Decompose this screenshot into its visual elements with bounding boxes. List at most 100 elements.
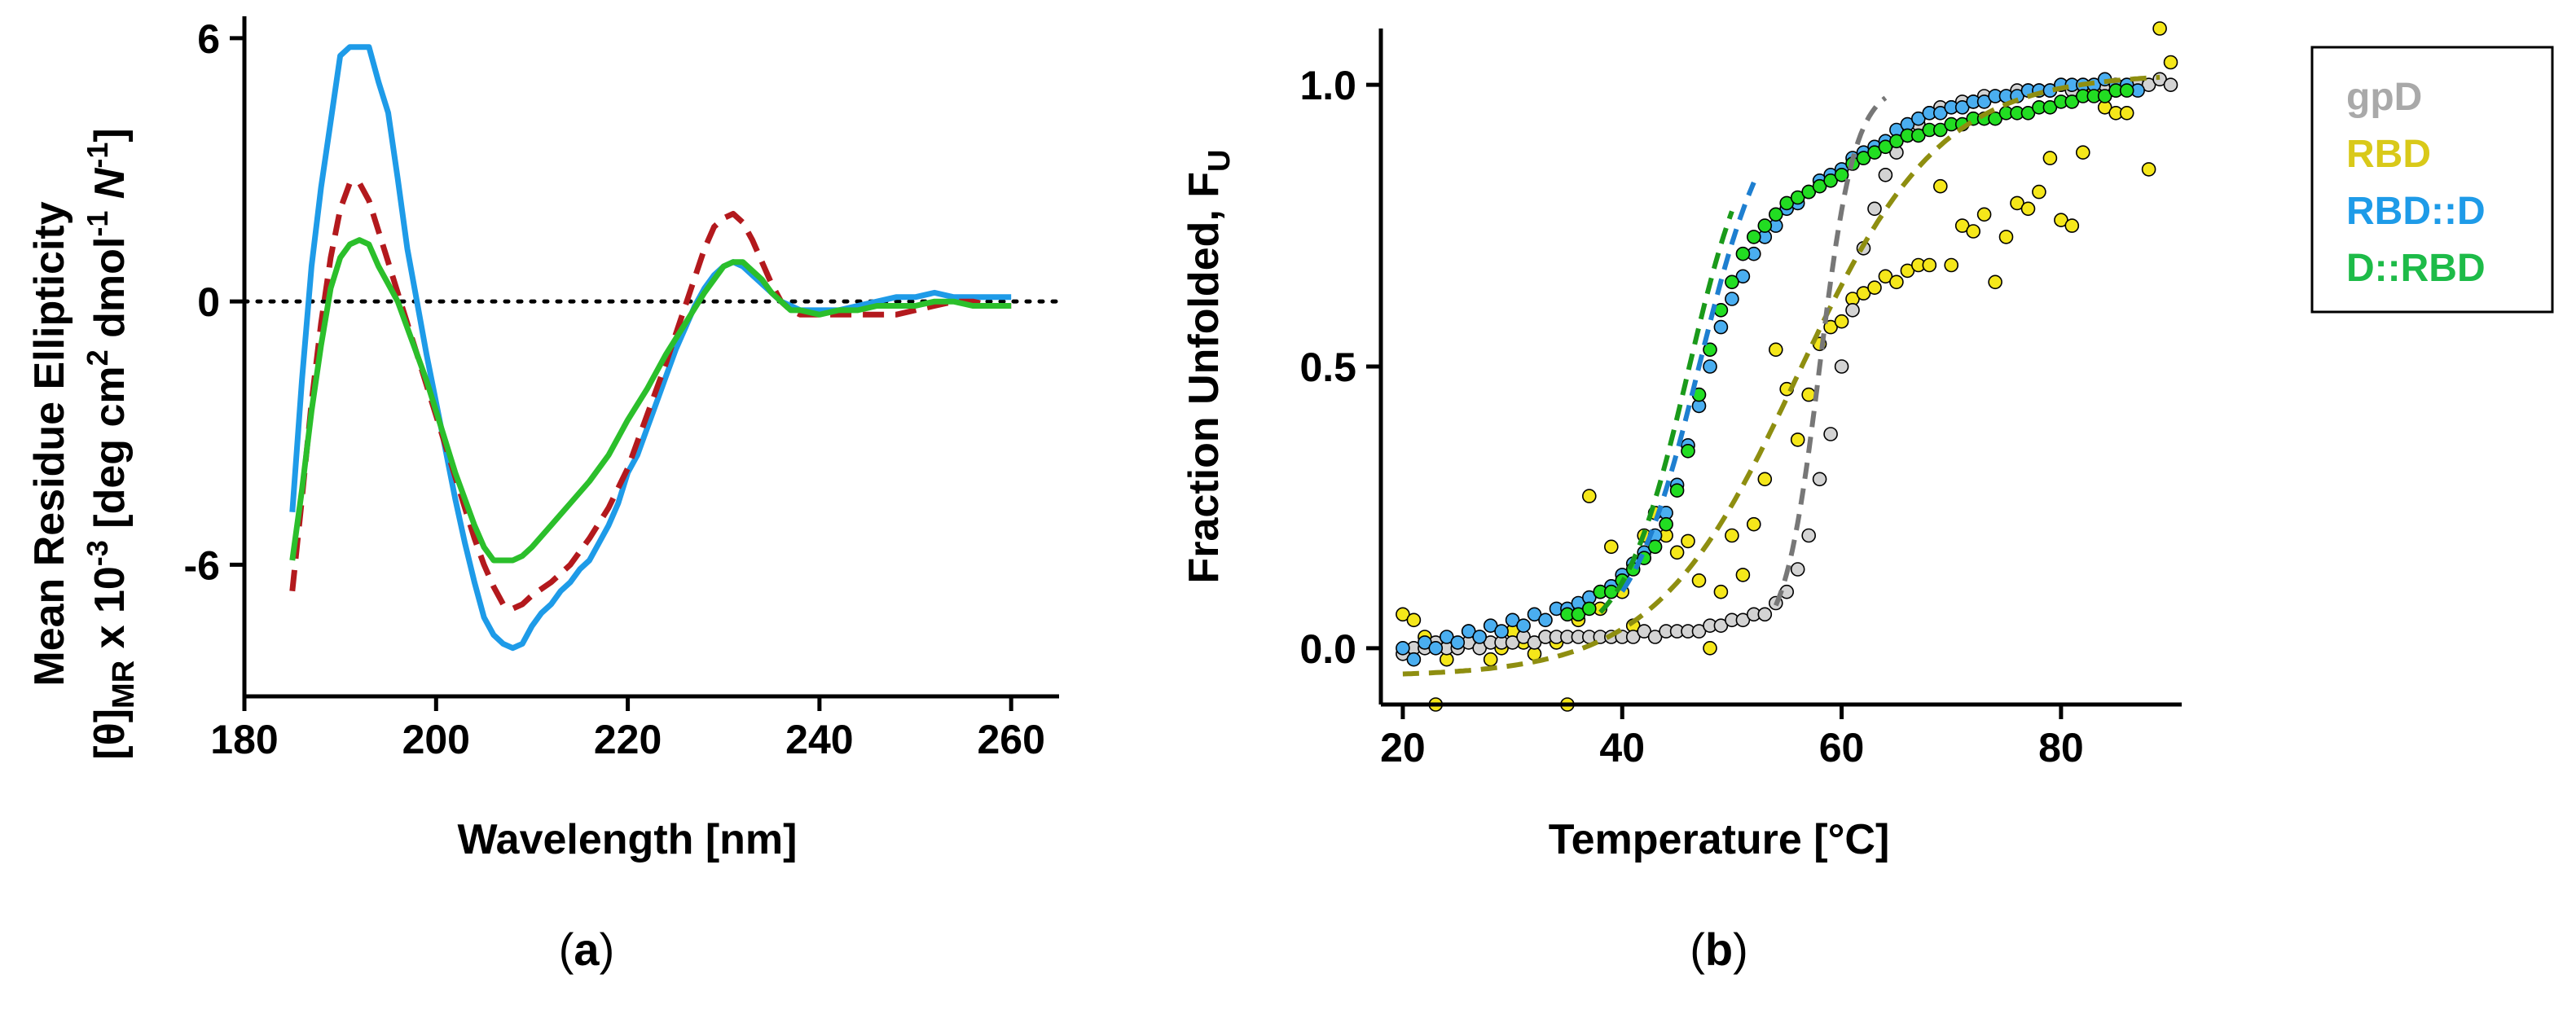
data-point xyxy=(2032,184,2046,200)
data-point xyxy=(1823,173,1838,188)
exponent-2: 2 xyxy=(81,349,114,366)
data-point xyxy=(1582,489,1597,503)
data-point xyxy=(1834,359,1849,374)
panel-b-x-tick-label: 20 xyxy=(1380,725,1426,770)
data-point xyxy=(1735,246,1751,261)
data-point xyxy=(1954,100,1970,115)
data-point xyxy=(1625,630,1641,644)
panel-a-y-tick-label: -6 xyxy=(184,542,220,588)
panel-b-plot-area xyxy=(1396,21,2178,712)
data-point xyxy=(1713,618,1729,634)
data-point xyxy=(1966,224,1980,239)
panel-a-label-open: ( xyxy=(559,924,574,975)
panel-a-x-tick-label: 200 xyxy=(402,717,470,762)
unit-b: dmol xyxy=(86,237,134,350)
panel-b-axes: 20 40 60 80 0.0 0.5 1.0 xyxy=(1299,29,2182,770)
panel-b-label: (b) xyxy=(1690,924,1748,975)
exponent-3: -1 xyxy=(81,211,114,237)
panel-b-y-tick-label: 1.0 xyxy=(1299,63,1356,108)
data-point xyxy=(1604,539,1619,555)
data-point xyxy=(1757,472,1773,487)
panel-b-y-axis-title: Fraction Unfolded, FU xyxy=(1180,150,1237,584)
series-line-green xyxy=(289,237,1012,564)
data-point xyxy=(1461,624,1476,639)
data-point xyxy=(2042,100,2058,115)
data-point xyxy=(1494,624,1509,639)
data-point xyxy=(1516,618,1531,634)
data-point xyxy=(1976,207,1992,222)
data-point xyxy=(1725,274,1739,290)
data-point xyxy=(1801,528,1816,543)
panel-b-x-tick-label: 40 xyxy=(1599,725,1645,770)
panel-a-label-close: ) xyxy=(600,924,615,975)
unit-a: [deg cm xyxy=(86,366,134,540)
data-point xyxy=(1505,635,1520,650)
data-point xyxy=(1790,190,1805,205)
data-point xyxy=(2119,83,2134,98)
exponent-1: -3 xyxy=(81,540,114,566)
data-point xyxy=(2010,195,2024,211)
data-point xyxy=(1538,612,1553,628)
panel-a-letter: a xyxy=(574,924,600,975)
data-point xyxy=(1669,483,1685,498)
data-point xyxy=(1691,624,1707,639)
data-point xyxy=(1450,635,1466,650)
data-point xyxy=(1889,274,1904,290)
data-point xyxy=(1878,168,1893,182)
data-point xyxy=(2097,89,2112,103)
series-line-red xyxy=(289,180,1012,612)
panel-a-y-axis-title-line1: Mean Residue Ellipticity xyxy=(26,201,73,686)
data-point xyxy=(1725,292,1739,306)
data-point xyxy=(2152,21,2167,36)
data-point xyxy=(1944,257,1958,273)
data-point xyxy=(2020,201,2036,217)
data-point xyxy=(1681,533,1695,549)
data-point xyxy=(1735,568,1751,582)
legend-entry-rbd: RBD xyxy=(2346,133,2431,176)
data-point xyxy=(2119,106,2134,121)
data-point xyxy=(2064,218,2080,233)
panel-b-y-tick-label: 0.0 xyxy=(1299,626,1356,672)
panel-b-thermal-unfolding: 20 40 60 80 0.0 0.5 1.0 Temperature [°C] Fract… xyxy=(1180,21,2554,975)
data-point xyxy=(1812,178,1827,194)
data-point xyxy=(2020,106,2036,121)
fit-curve-d-rbd xyxy=(1598,210,1734,614)
panel-a-axes: 180 200 220 240 260 -6 0 6 xyxy=(184,16,1059,762)
data-point xyxy=(1845,302,1860,318)
data-point xyxy=(1779,195,1794,211)
data-point xyxy=(1440,630,1454,644)
panel-a-y-axis-title-units: [θ]MR x 10-3 [deg cm2 dmol-1 N-1] xyxy=(81,128,141,759)
panel-b-x-tick-label: 80 xyxy=(2038,725,2084,770)
data-point xyxy=(2163,77,2178,92)
data-point xyxy=(1659,516,1673,532)
exponent-4: -1 xyxy=(81,143,114,169)
data-point xyxy=(1933,106,1948,121)
data-point xyxy=(1582,601,1597,617)
data-point xyxy=(1889,134,1904,149)
legend-entry-d-rbd: D::RBD xyxy=(2346,247,2486,290)
panel-a-x-tick-label: 220 xyxy=(594,717,662,762)
data-point xyxy=(2076,145,2090,160)
legend-box xyxy=(2310,46,2554,314)
data-point xyxy=(1735,612,1751,628)
data-point xyxy=(1878,269,1893,284)
data-point xyxy=(1856,286,1871,301)
data-point xyxy=(1713,584,1729,599)
panel-b-label-open: ( xyxy=(1690,924,1705,975)
panel-b-y-axis-title-text: Fraction Unfolded, FU xyxy=(1180,150,1237,584)
markers-rbd-d xyxy=(1396,72,2145,667)
data-point xyxy=(1527,635,1542,650)
times-ten: x 10 xyxy=(86,566,134,661)
legend-entry-rbd-d: RBD::D xyxy=(2346,190,2486,233)
data-point xyxy=(1922,257,1937,273)
data-point xyxy=(1867,280,1882,296)
data-point xyxy=(1703,359,1717,374)
data-point xyxy=(1681,443,1695,459)
data-point xyxy=(1725,528,1739,543)
data-point xyxy=(1769,207,1783,222)
fit-curve-gpd xyxy=(1774,95,1888,607)
legend: gpD RBD RBD::D D::RBD xyxy=(2310,46,2554,314)
panel-b-label-close: ) xyxy=(1733,924,1748,975)
fit-curve-rbd-d xyxy=(1620,181,1756,593)
